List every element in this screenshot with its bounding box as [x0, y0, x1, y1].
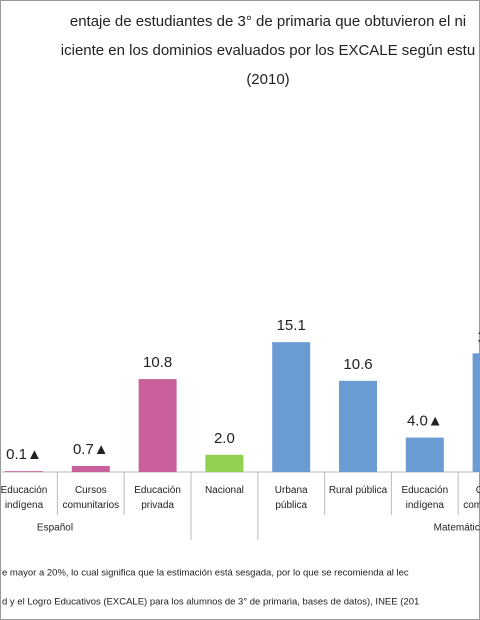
x-tick-label: Educación privada — [134, 485, 181, 511]
bar — [205, 454, 244, 472]
value-label: 0.1▲ — [6, 446, 42, 463]
group-label: Matemáticas — [434, 523, 480, 534]
value-label: 15.1 — [277, 317, 306, 334]
value-label: 10.8 — [143, 354, 172, 371]
chart-title: (2010) — [246, 71, 289, 88]
bar — [405, 437, 444, 472]
bar — [339, 380, 377, 472]
bar — [5, 471, 43, 472]
x-tick-label: Educación indígena — [401, 485, 448, 511]
chart-title: iciente en los dominios evaluados por lo… — [61, 42, 475, 59]
x-tick-label: Nacional — [205, 485, 244, 496]
bar — [472, 353, 480, 472]
value-label: 10.6 — [343, 356, 372, 373]
x-tick-label: Educación indígena — [1, 485, 48, 511]
x-tick-label: Rural pública — [329, 485, 388, 496]
group-label: Español — [37, 523, 73, 534]
bar — [138, 379, 177, 472]
value-label: 4.0▲ — [407, 413, 443, 430]
bar — [272, 342, 311, 472]
value-label: 0.7▲ — [73, 441, 109, 458]
footnote: d y el Logro Educativos (EXCALE) para lo… — [2, 597, 419, 608]
chart-title: entaje de estudiantes de 3° de primaria … — [70, 13, 466, 30]
x-tick-label: Urbana pública — [275, 485, 308, 511]
footnote: e mayor a 20%, lo cual significa que la … — [2, 568, 409, 579]
bar — [71, 465, 110, 472]
value-label: 2.0 — [214, 430, 235, 447]
value-label: 13.8 — [477, 328, 480, 345]
